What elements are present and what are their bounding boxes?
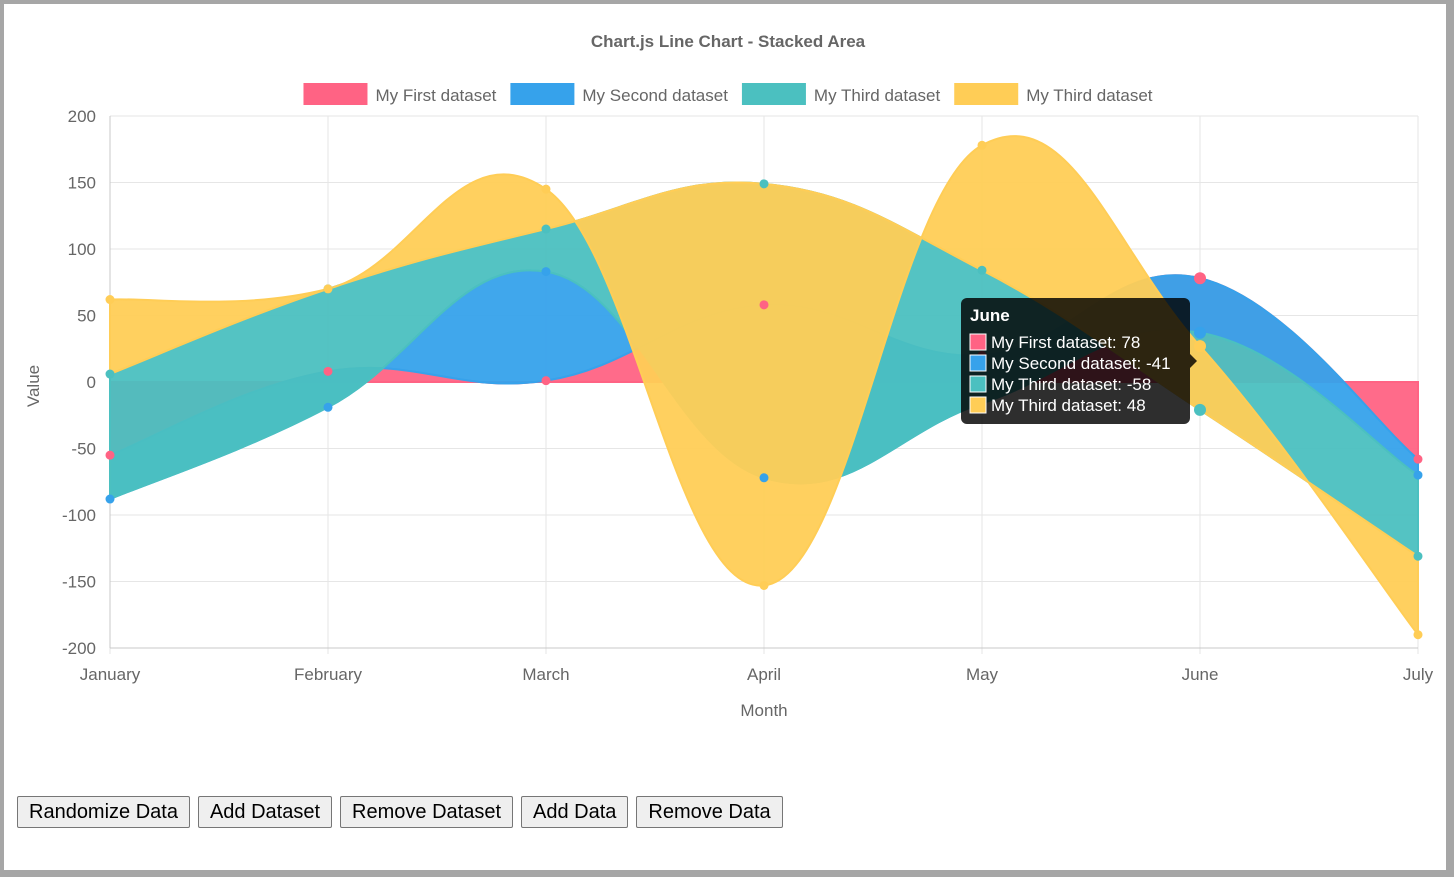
legend-item[interactable]: My Second dataset bbox=[510, 83, 728, 105]
tooltip-line: My Third dataset: 48 bbox=[991, 396, 1146, 415]
y-tick-label: -100 bbox=[62, 506, 96, 525]
data-point[interactable] bbox=[1413, 470, 1423, 480]
data-point[interactable] bbox=[1413, 551, 1423, 561]
legend-swatch bbox=[741, 83, 806, 105]
data-point[interactable] bbox=[541, 267, 551, 277]
data-point[interactable] bbox=[105, 295, 115, 305]
data-point[interactable] bbox=[323, 284, 333, 294]
tooltip: June My First dataset: 78 My Second datase… bbox=[961, 298, 1197, 424]
tooltip-caret bbox=[1190, 354, 1197, 368]
series-areas bbox=[109, 135, 1419, 638]
tooltip-box bbox=[961, 298, 1190, 424]
legend-item[interactable]: My First dataset bbox=[303, 83, 497, 105]
randomize-data-button[interactable]: Randomize Data bbox=[17, 796, 190, 828]
data-point[interactable] bbox=[759, 179, 769, 189]
y-tick-label: -200 bbox=[62, 639, 96, 658]
remove-dataset-button[interactable]: Remove Dataset bbox=[340, 796, 514, 828]
y-tick-label: 50 bbox=[77, 307, 96, 326]
page-frame: Chart.js Line Chart - Stacked Area My Fi… bbox=[4, 4, 1446, 870]
tooltip-swatch bbox=[969, 333, 987, 351]
x-tick-label: January bbox=[80, 665, 141, 684]
data-point[interactable] bbox=[541, 376, 551, 386]
legend-label: My First dataset bbox=[375, 86, 496, 105]
legend-label: My Third dataset bbox=[1026, 86, 1153, 105]
data-point[interactable] bbox=[105, 450, 115, 460]
tooltip-line: My First dataset: 78 bbox=[991, 333, 1140, 352]
data-point[interactable] bbox=[1194, 340, 1206, 353]
toolbar: Randomize Data Add Dataset Remove Datase… bbox=[17, 796, 783, 828]
data-point[interactable] bbox=[759, 473, 769, 483]
y-tick-label: -150 bbox=[62, 573, 96, 592]
data-point[interactable] bbox=[541, 224, 551, 234]
tooltip-swatch bbox=[969, 396, 987, 414]
x-tick-label: July bbox=[1403, 665, 1434, 684]
legend-swatch bbox=[510, 83, 575, 105]
legend-swatch bbox=[954, 83, 1019, 105]
data-point[interactable] bbox=[323, 402, 333, 412]
x-tick-label: March bbox=[522, 665, 569, 684]
tooltip-title: June bbox=[970, 306, 1010, 325]
x-axis-ticks: January February March April May June July bbox=[80, 665, 1434, 684]
data-point[interactable] bbox=[977, 140, 987, 150]
x-tick-label: June bbox=[1182, 665, 1219, 684]
data-point[interactable] bbox=[759, 580, 769, 590]
data-point[interactable] bbox=[323, 366, 333, 376]
y-tick-label: -50 bbox=[71, 440, 96, 459]
y-tick-label: 100 bbox=[68, 240, 96, 259]
legend: My First dataset My Second dataset My Thir… bbox=[303, 83, 1153, 105]
x-tick-label: May bbox=[966, 665, 999, 684]
data-point[interactable] bbox=[1194, 403, 1206, 416]
x-axis-label: Month bbox=[740, 701, 787, 720]
data-point[interactable] bbox=[1413, 454, 1423, 464]
legend-label: My Third dataset bbox=[814, 86, 941, 105]
x-tick-label: February bbox=[294, 665, 363, 684]
data-point[interactable] bbox=[977, 265, 987, 275]
data-point[interactable] bbox=[1194, 272, 1206, 285]
add-data-button[interactable]: Add Data bbox=[521, 796, 629, 828]
legend-swatch bbox=[303, 83, 368, 105]
tooltip-swatch bbox=[969, 375, 987, 393]
remove-data-button[interactable]: Remove Data bbox=[636, 796, 783, 828]
tooltip-swatch bbox=[969, 354, 987, 372]
series-area bbox=[109, 135, 1419, 638]
tooltip-line: My Second dataset: -41 bbox=[991, 354, 1171, 373]
data-point[interactable] bbox=[105, 369, 115, 379]
x-tick-label: April bbox=[747, 665, 781, 684]
data-point[interactable] bbox=[1413, 630, 1423, 640]
add-dataset-button[interactable]: Add Dataset bbox=[197, 796, 333, 828]
data-point[interactable] bbox=[1194, 326, 1206, 339]
data-point[interactable] bbox=[759, 300, 769, 310]
legend-item[interactable]: My Third dataset bbox=[741, 83, 941, 105]
y-tick-label: 200 bbox=[68, 107, 96, 126]
y-tick-label: 150 bbox=[68, 174, 96, 193]
chart-title: Chart.js Line Chart - Stacked Area bbox=[591, 32, 866, 51]
data-point[interactable] bbox=[105, 494, 115, 504]
y-axis-label: Value bbox=[24, 365, 43, 407]
data-point[interactable] bbox=[541, 184, 551, 194]
tooltip-line: My Third dataset: -58 bbox=[991, 375, 1151, 394]
legend-label: My Second dataset bbox=[582, 86, 728, 105]
y-axis-ticks: 200 150 100 50 0 -50 -100 -150 -200 bbox=[62, 107, 96, 658]
legend-item[interactable]: My Third dataset bbox=[954, 83, 1153, 105]
stacked-area-chart[interactable]: Chart.js Line Chart - Stacked Area My Fi… bbox=[4, 4, 1446, 764]
y-tick-label: 0 bbox=[87, 373, 96, 392]
